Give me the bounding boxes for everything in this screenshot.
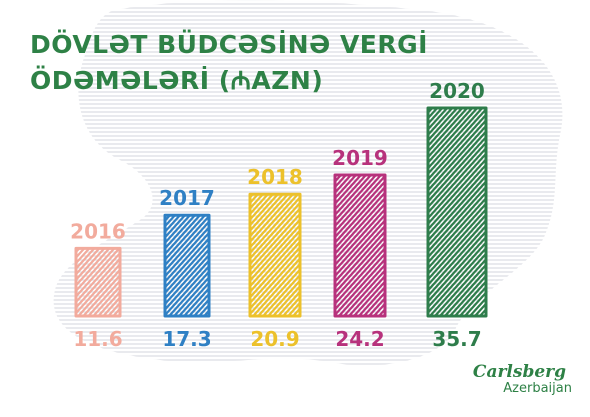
value-label-2020: 35.7	[432, 327, 481, 351]
bar-2016	[74, 246, 122, 318]
chart-title-line-2: ÖDƏMƏLƏRİ (₼AZN)	[30, 66, 324, 95]
bar-2019	[333, 173, 387, 318]
value-label-2018: 20.9	[250, 327, 299, 351]
year-label-2020: 2020	[429, 79, 485, 103]
year-labels: 2016 2017 2018 2019 2020	[70, 79, 485, 243]
carlsberg-logo: Carlsberg Azerbaijan	[472, 362, 572, 396]
year-label-2018: 2018	[247, 165, 303, 189]
bar-2018	[248, 192, 302, 318]
value-label-2017: 17.3	[162, 327, 211, 351]
value-label-2016: 11.6	[73, 327, 122, 351]
bar-2020	[426, 106, 488, 318]
value-label-2019: 24.2	[335, 327, 384, 351]
year-label-2017: 2017	[159, 186, 215, 210]
logo-subtitle: Azerbaijan	[503, 381, 572, 396]
year-label-2016: 2016	[70, 219, 126, 243]
bars-group	[74, 106, 488, 318]
chart-title-line-1: DÖVLƏT BÜDCƏSİNƏ VERGİ	[30, 30, 428, 59]
value-labels: 11.6 17.3 20.9 24.2 35.7	[73, 327, 481, 351]
year-label-2019: 2019	[332, 146, 388, 170]
bar-2017	[163, 213, 211, 318]
logo-brand: Carlsberg	[472, 362, 566, 382]
